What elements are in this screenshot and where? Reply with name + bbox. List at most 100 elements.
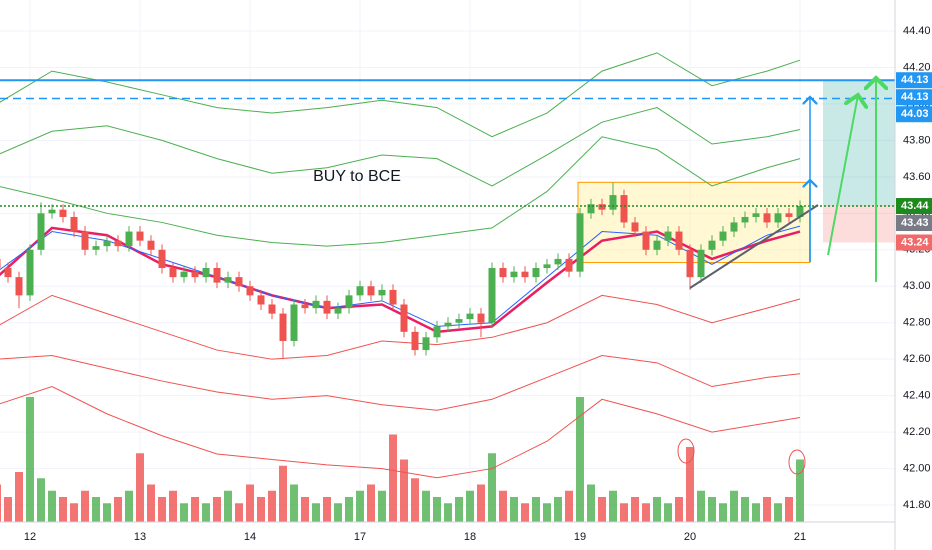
candle-body xyxy=(191,271,199,278)
volume-bar xyxy=(697,490,705,522)
x-tick-label: 20 xyxy=(684,531,696,543)
candle-body xyxy=(796,206,804,217)
volume-bar xyxy=(477,484,485,522)
candle-body xyxy=(785,213,793,217)
candle-body xyxy=(37,213,45,250)
y-tick-label: 42.60 xyxy=(903,353,931,365)
volume-bar xyxy=(224,490,232,522)
candle-body xyxy=(356,286,364,296)
candle-body xyxy=(180,271,188,278)
volume-bar xyxy=(147,484,155,522)
volume-bar xyxy=(235,503,243,522)
volume-bar xyxy=(312,503,320,522)
candle-body xyxy=(554,258,562,265)
volume-bar xyxy=(400,459,408,522)
volume-bar xyxy=(279,465,287,522)
x-tick-label: 18 xyxy=(464,531,476,543)
candle-body xyxy=(719,231,727,241)
candle-body xyxy=(323,300,331,314)
candle-body xyxy=(741,216,749,223)
indicator-line xyxy=(0,225,801,327)
volume-bar xyxy=(521,503,529,522)
price-label: 44.03 xyxy=(901,108,929,120)
arrow xyxy=(827,95,858,256)
y-tick-label: 42.20 xyxy=(903,426,931,438)
volume-bar xyxy=(631,497,639,522)
volume-bar xyxy=(510,497,518,522)
price-label-box xyxy=(896,106,932,123)
price-label-box xyxy=(896,89,932,106)
volume-bar xyxy=(664,503,672,522)
volume-bar xyxy=(136,453,144,522)
volume-bar xyxy=(48,490,56,522)
volume-bar xyxy=(15,472,23,522)
candle-body xyxy=(543,264,551,269)
volume-bar xyxy=(301,497,309,522)
candle-body xyxy=(48,209,56,214)
candle-body xyxy=(598,204,606,210)
candle-body xyxy=(510,271,518,278)
candle-body xyxy=(70,216,78,232)
annotation: BUY to BCE xyxy=(313,168,401,185)
candle-body xyxy=(400,304,408,332)
candle-body xyxy=(334,308,342,314)
y-tick-label: 44.40 xyxy=(903,25,931,37)
x-tick-label: 13 xyxy=(134,531,146,543)
candle-body xyxy=(642,231,650,250)
volume-bar xyxy=(752,503,760,522)
candle-body xyxy=(268,304,276,314)
x-tick-label: 19 xyxy=(574,531,586,543)
volume-bar xyxy=(774,503,782,522)
volume-bar xyxy=(444,503,452,522)
price-label: 44.13 xyxy=(901,91,929,103)
volume-bar xyxy=(466,490,474,522)
candle-body xyxy=(653,240,661,250)
volume-bar xyxy=(37,478,45,522)
candle-body xyxy=(763,213,771,223)
volume-bar xyxy=(389,434,397,522)
volume-bar xyxy=(180,503,188,522)
volume-bar xyxy=(257,497,265,522)
candle-body xyxy=(169,268,177,278)
price-label-box xyxy=(896,215,932,232)
volume-bar xyxy=(103,503,111,522)
trend-line xyxy=(689,204,819,289)
candle-body xyxy=(675,231,683,250)
indicator-line xyxy=(0,355,801,411)
x-tick-label: 14 xyxy=(244,531,256,543)
candle-body xyxy=(103,240,111,247)
volume-bar xyxy=(191,497,199,522)
candle-body xyxy=(576,213,584,272)
candle-body xyxy=(411,331,419,351)
price-label-box xyxy=(896,234,932,251)
candle-body xyxy=(422,337,430,351)
candle-body xyxy=(532,268,540,278)
volume-bar xyxy=(620,503,628,522)
indicator-line xyxy=(0,107,801,187)
volume-bar xyxy=(114,497,122,522)
candle-body xyxy=(609,195,617,210)
candle-body xyxy=(488,268,496,323)
volume-bar xyxy=(0,484,1,522)
price-label-box xyxy=(896,198,932,215)
volume-bar xyxy=(565,490,573,522)
candle-body xyxy=(158,249,166,269)
volume-bar xyxy=(785,497,793,522)
candle-body xyxy=(0,258,1,269)
volume-bar xyxy=(213,497,221,522)
volume-bar xyxy=(323,497,331,522)
volume-bar xyxy=(609,490,617,522)
candle-body xyxy=(620,195,628,223)
volume-bar xyxy=(455,497,463,522)
candle-body xyxy=(466,313,474,320)
volume-bar xyxy=(81,490,89,522)
volume-bar xyxy=(334,503,342,522)
volume-bar xyxy=(433,497,441,522)
volume-bar xyxy=(532,497,540,522)
candle-body xyxy=(433,326,441,338)
volume-bar xyxy=(246,484,254,522)
candle-body xyxy=(213,268,221,283)
candle-body xyxy=(114,240,122,247)
volume-bar xyxy=(554,497,562,522)
circle-marker xyxy=(788,449,806,475)
